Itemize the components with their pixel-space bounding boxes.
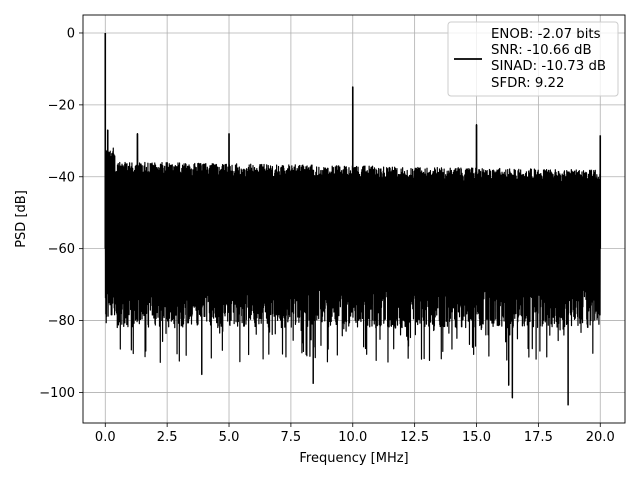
x-tick-label: 2.5 <box>157 430 178 445</box>
y-axis-label: PSD [dB] <box>14 190 29 248</box>
x-tick-label: 7.5 <box>281 430 302 445</box>
psd-series-line <box>104 32 601 406</box>
y-tick-label: −60 <box>48 242 75 257</box>
x-axis-label: Frequency [MHz] <box>299 451 408 466</box>
axes-frame <box>82 14 626 424</box>
legend-box <box>447 21 619 97</box>
y-tick-label: 0 <box>67 26 75 41</box>
y-tick-label: −100 <box>39 386 75 401</box>
x-tick-label: 17.5 <box>524 430 553 445</box>
x-tick-label: 15.0 <box>462 430 491 445</box>
y-tick-label: −20 <box>48 98 75 113</box>
x-tick-label: 20.0 <box>586 430 615 445</box>
ticks: 0.0 2.5 5.0 7.5 10.0 12.5 15.0 17.5 20.0 0 −20 −40 −… <box>39 26 614 445</box>
plot-area <box>104 32 602 406</box>
legend-entry-enob: ENOB: -2.07 bits <box>491 27 601 42</box>
legend: ENOB: -2.07 bits SNR: -10.66 dB SINAD: -… <box>447 21 619 97</box>
legend-entry-snr: SNR: -10.66 dB <box>491 43 592 58</box>
x-tick-label: 5.0 <box>219 430 240 445</box>
x-tick-label: 0.0 <box>95 430 116 445</box>
x-tick-label: 12.5 <box>400 430 429 445</box>
x-tick-label: 10.0 <box>338 430 367 445</box>
y-tick-label: −40 <box>48 170 75 185</box>
legend-entry-sfdr: SFDR: 9.22 <box>491 76 564 91</box>
legend-entry-sinad: SINAD: -10.73 dB <box>491 59 606 74</box>
y-tick-label: −80 <box>48 314 75 329</box>
